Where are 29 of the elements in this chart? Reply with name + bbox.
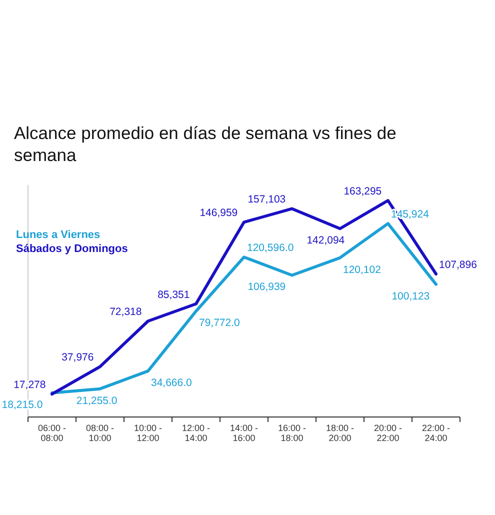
data-label: 34,666.0 xyxy=(151,377,192,390)
data-label: 120,102 xyxy=(343,264,382,276)
x-tick-label: 12:00 - 14:00 xyxy=(182,423,210,443)
x-tick-label: 20:00 - 22:00 xyxy=(374,423,402,443)
data-label: 100,123 xyxy=(392,290,430,302)
x-tick-label: 08:00 - 10:00 xyxy=(86,423,114,443)
data-label: 17,278 xyxy=(14,379,46,392)
data-label: 85,351 xyxy=(158,288,190,301)
data-label: 157,103 xyxy=(248,194,286,206)
data-label: 18,215.0 xyxy=(2,398,43,411)
data-label: 21,255.0 xyxy=(76,394,118,407)
chart-title: Alcance promedio en días de semana vs fines de semana xyxy=(14,123,396,165)
text: Sábados y Domingos xyxy=(16,243,128,255)
x-tick-label: 10:00 - 12:00 xyxy=(134,423,162,443)
x-tick-label: 06:00 - 08:00 xyxy=(38,423,66,443)
x-tick-label: 22:00 - 24:00 xyxy=(422,423,450,443)
data-label: 146,959 xyxy=(200,207,238,220)
data-label: 107,896 xyxy=(439,258,478,271)
data-label: 106,939 xyxy=(248,281,286,294)
data-label: 120,596.0 xyxy=(247,242,294,254)
x-tick-label: 18:00 - 20:00 xyxy=(326,423,354,443)
text: Lunes a Viernes xyxy=(16,229,100,241)
data-label: 37,976 xyxy=(62,352,94,364)
data-label: 142,094 xyxy=(306,234,345,247)
data-label: 72,318 xyxy=(110,306,142,318)
data-label: 163,295 xyxy=(344,186,382,198)
data-label: 79,772.0 xyxy=(199,317,240,330)
x-tick-label: 14:00 - 16:00 xyxy=(230,423,258,443)
x-tick-label: 16:00 - 18:00 xyxy=(278,423,306,443)
